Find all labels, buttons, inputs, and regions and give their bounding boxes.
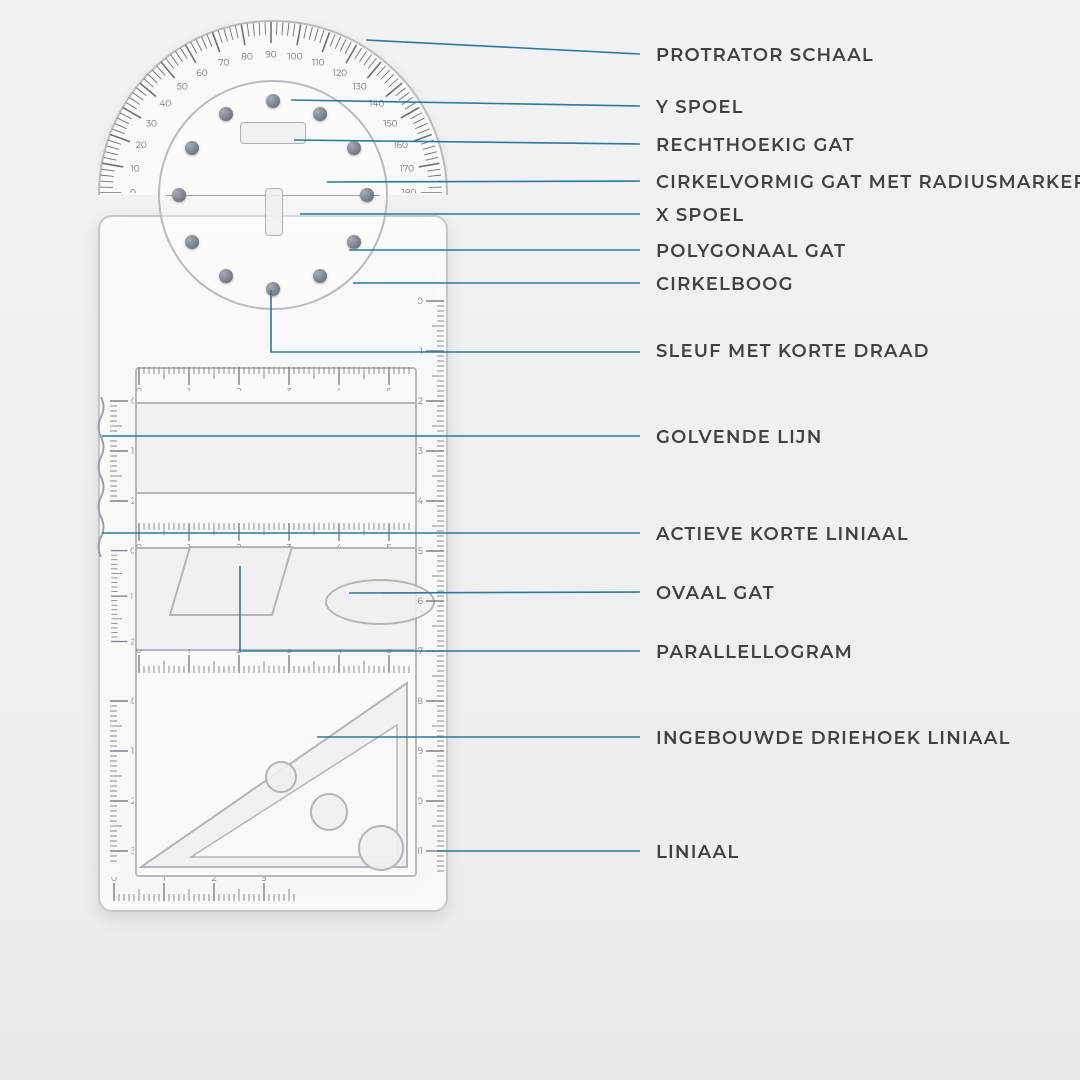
label-wave: GOLVENDE LIJN (656, 426, 823, 448)
dial-peg (219, 107, 233, 121)
svg-text:1: 1 (130, 592, 133, 602)
svg-text:2: 2 (131, 496, 134, 507)
triangle-small-circle-2 (310, 793, 348, 831)
triangle-small-circle-1 (265, 761, 297, 793)
ticks-side-left-upper: 0 1 2 (110, 397, 134, 507)
dial-peg (347, 235, 361, 249)
svg-text:7: 7 (418, 646, 423, 657)
svg-text:1: 1 (131, 746, 134, 757)
svg-text:8: 8 (418, 696, 423, 707)
svg-text:1: 1 (131, 446, 134, 457)
triangle-small-circle-3 (358, 825, 404, 871)
slit-hole (265, 188, 283, 236)
label-ruler: LINIAAL (656, 841, 739, 863)
ruler-body: 012345 012345 012345 0123 01234567891011… (98, 215, 448, 912)
svg-text:3: 3 (131, 846, 134, 857)
large-rect-cutout (135, 402, 417, 494)
svg-text:0: 0 (131, 697, 134, 707)
dial-peg (185, 235, 199, 249)
dial-peg (347, 141, 361, 155)
dial-peg (360, 188, 374, 202)
label-arc: CIRKELBOOG (656, 273, 794, 295)
dial-peg (313, 107, 327, 121)
label-tri: INGEBOUWDE DRIEHOEK LINIAAL (656, 727, 1011, 749)
dial-peg (266, 94, 280, 108)
center-dial (158, 80, 388, 310)
svg-text:0: 0 (131, 397, 134, 407)
dial-peg (266, 282, 280, 296)
parallelogram-hole (166, 543, 296, 619)
svg-text:1: 1 (162, 877, 165, 884)
rect-hole (240, 122, 306, 144)
ticks-side-left-lower: 0 1 2 3 (110, 697, 134, 867)
diagram-stage: 0102030405060708090100110120130140150160… (0, 0, 1080, 1080)
oval-hole (325, 579, 435, 625)
label-slit: SLEUF MET KORTE DRAAD (656, 340, 930, 362)
dial-peg (172, 188, 186, 202)
wavy-edge (96, 397, 106, 557)
svg-text:0: 0 (130, 547, 134, 556)
ticks-bottom: 0 1 2 3 (110, 877, 300, 901)
svg-text:3: 3 (261, 877, 266, 884)
label-circ_mark: CIRKELVORMIG GAT MET RADIUSMARKERING (656, 171, 1080, 193)
label-rect_hole: RECHTHOEKIG GAT (656, 134, 855, 156)
dial-peg (219, 269, 233, 283)
ticks-side-left-mid: 0 1 2 (110, 547, 134, 647)
label-para: PARALLELLOGRAM (656, 641, 853, 663)
svg-text:2: 2 (130, 637, 134, 647)
svg-text:3: 3 (418, 446, 423, 457)
svg-text:2: 2 (211, 877, 216, 884)
label-poly_hole: POLYGONAAL GAT (656, 240, 846, 262)
dial-peg (313, 269, 327, 283)
svg-text:0: 0 (418, 297, 423, 307)
label-protractor: PROTRATOR SCHAAL (656, 44, 874, 66)
svg-text:0: 0 (111, 877, 117, 884)
svg-text:11: 11 (418, 846, 423, 857)
dial-peg (185, 141, 199, 155)
label-short_rule: ACTIEVE KORTE LINIAAL (656, 523, 909, 545)
svg-text:2: 2 (418, 396, 423, 407)
svg-text:9: 9 (418, 746, 424, 757)
svg-text:2: 2 (131, 796, 134, 807)
svg-text:1: 1 (420, 346, 423, 357)
label-oval: OVAAL GAT (656, 582, 775, 604)
label-x_spool: X SPOEL (656, 204, 744, 226)
svg-text:4: 4 (418, 496, 423, 507)
svg-text:5: 5 (418, 546, 423, 557)
svg-text:10: 10 (418, 796, 423, 807)
label-y_spool: Y SPOEL (656, 96, 744, 118)
